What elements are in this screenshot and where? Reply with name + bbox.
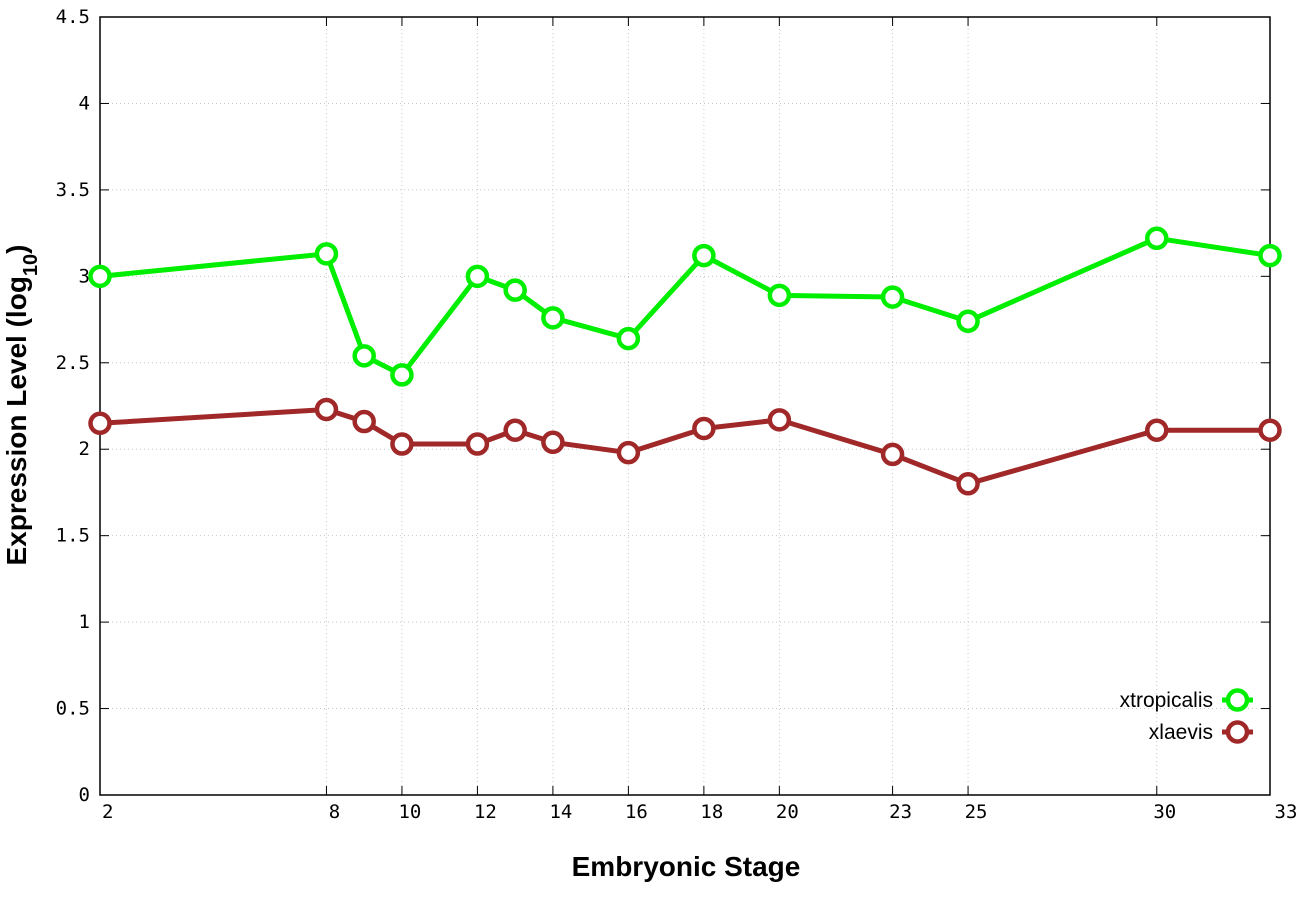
data-point-xtropicalis (692, 243, 716, 268)
y-tick-label: 3 (79, 265, 90, 287)
x-tick-label: 33 (1275, 801, 1296, 823)
data-point-xlaevis (390, 432, 414, 456)
data-point-xtropicalis (314, 242, 339, 266)
y-tick-label: 2 (79, 438, 90, 460)
data-point-xlaevis (503, 418, 527, 442)
data-point-xlaevis (692, 416, 716, 441)
data-point-xtropicalis (503, 278, 527, 302)
data-point-xtropicalis (1145, 226, 1169, 251)
data-point-xtropicalis (956, 309, 980, 334)
y-tick-label: 1.5 (56, 525, 90, 547)
x-tick-label: 2 (102, 801, 113, 823)
x-axis-title: Embryonic Stage (572, 851, 801, 882)
data-point-xlaevis (1145, 418, 1169, 442)
data-point-xlaevis (352, 409, 376, 434)
x-tick-label: 30 (1153, 801, 1176, 823)
series-xtropicalis (88, 226, 1282, 387)
data-point-xlaevis (616, 440, 641, 465)
data-point-xlaevis (767, 408, 792, 432)
legend-label-xlaevis: xlaevis (1149, 721, 1213, 744)
y-tick-label: 0 (79, 784, 90, 806)
plot-frame (99, 16, 1271, 796)
legend-marker-xlaevis (1225, 720, 1250, 744)
y-tick-label: 0.5 (56, 698, 90, 720)
x-tick-label: 25 (965, 801, 988, 823)
data-point-xlaevis (314, 397, 339, 422)
data-point-xtropicalis (465, 264, 490, 289)
y-tick-label: 1 (79, 611, 90, 633)
y-axis-title-close: ) (1, 245, 32, 254)
data-point-xtropicalis (880, 285, 905, 309)
data-point-xlaevis (465, 432, 490, 456)
legend-label-xtropicalis: xtropicalis (1120, 689, 1213, 712)
x-tick-label: 8 (329, 801, 340, 823)
data-point-xtropicalis (1258, 243, 1282, 268)
x-tick-label: 16 (625, 801, 648, 823)
data-point-xtropicalis (390, 363, 414, 387)
data-point-xtropicalis (352, 344, 376, 368)
y-tick-label: 3.5 (56, 179, 90, 201)
x-tick-label: 12 (474, 801, 497, 823)
data-point-xlaevis (880, 442, 905, 467)
series-lines (88, 226, 1282, 496)
y-axis-title-main: Expression Level (log (1, 276, 32, 565)
axis-ticks: 0 0.5 1 1.5 2 2.5 3 3.5 4 4.5 2 8 10 12 14 16 18 20 23 25 30… (56, 6, 1296, 823)
data-point-xlaevis (1258, 418, 1282, 442)
data-point-xtropicalis (541, 306, 565, 330)
x-tick-label: 20 (776, 801, 799, 823)
y-tick-label: 4 (79, 92, 90, 114)
series-xlaevis (88, 397, 1282, 496)
legend-marker-xtropicalis (1225, 688, 1250, 712)
y-axis-title-subscript: 10 (20, 254, 42, 276)
data-point-xlaevis (956, 472, 980, 496)
y-axis-title: Expression Level (log10) (1, 245, 42, 566)
y-tick-label: 4.5 (56, 6, 90, 28)
data-point-xlaevis (88, 411, 112, 436)
x-tick-label: 23 (889, 801, 912, 823)
data-point-xtropicalis (616, 326, 641, 351)
series-line-xlaevis (99, 406, 1270, 487)
legend: xtropicalis xlaevis (1120, 688, 1253, 744)
x-tick-label: 18 (700, 801, 723, 823)
data-point-xtropicalis (88, 264, 112, 289)
x-tick-label: 14 (549, 801, 572, 823)
x-tick-label: 10 (398, 801, 421, 823)
data-point-xtropicalis (767, 283, 792, 308)
grid-lines (100, 17, 1270, 795)
y-tick-label: 2.5 (56, 352, 90, 374)
series-line-xtropicalis (99, 235, 1271, 378)
data-point-xlaevis (541, 430, 565, 455)
